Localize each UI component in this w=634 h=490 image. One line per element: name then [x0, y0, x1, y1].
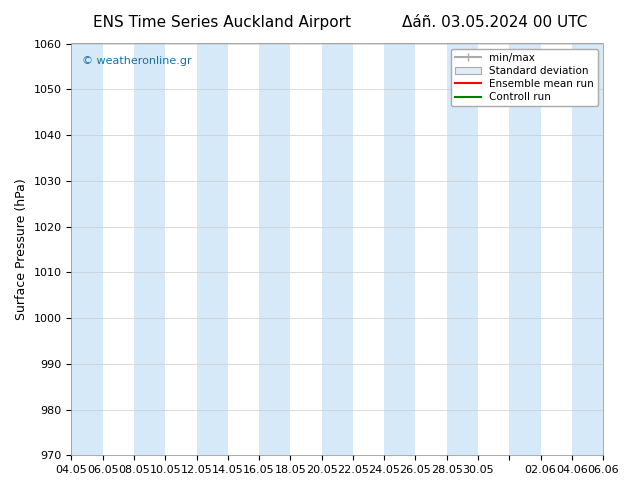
Bar	[447, 44, 478, 455]
Text: © weatheronline.gr: © weatheronline.gr	[82, 56, 191, 66]
Y-axis label: Surface Pressure (hPa): Surface Pressure (hPa)	[15, 178, 28, 320]
Bar	[509, 44, 541, 455]
Bar	[197, 44, 228, 455]
Text: Δáñ. 03.05.2024 00 UTC: Δáñ. 03.05.2024 00 UTC	[402, 15, 587, 30]
Bar	[72, 44, 103, 455]
Bar	[134, 44, 165, 455]
Bar	[572, 44, 603, 455]
Bar	[259, 44, 290, 455]
Legend: min/max, Standard deviation, Ensemble mean run, Controll run: min/max, Standard deviation, Ensemble me…	[451, 49, 598, 106]
Bar	[321, 44, 353, 455]
Bar	[384, 44, 415, 455]
Text: ENS Time Series Auckland Airport: ENS Time Series Auckland Airport	[93, 15, 351, 30]
